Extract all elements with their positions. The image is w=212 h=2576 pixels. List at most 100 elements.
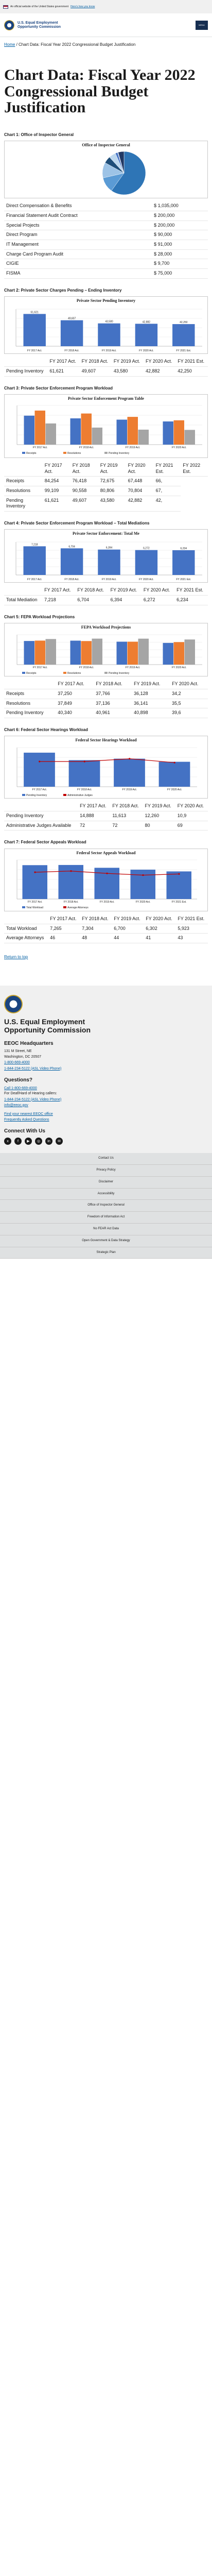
hq-tty-link[interactable]: 1-844-234-5122 (ASL Video Phone) — [4, 1066, 62, 1071]
bar — [138, 430, 149, 445]
footer-seal-icon[interactable] — [4, 995, 23, 1014]
x-tick-label: FY 2018 Act. — [79, 666, 94, 669]
x-tick-label: FY 2020 Act. — [167, 788, 182, 791]
series-point — [173, 761, 175, 764]
social-icon[interactable]: x — [4, 1138, 11, 1145]
social-icon[interactable]: in — [45, 1138, 52, 1145]
page-title: Chart Data: Fiscal Year 2022 Congression… — [4, 66, 196, 116]
table-cell: Resolutions — [4, 699, 56, 709]
table-cell: 35,5 — [170, 699, 208, 709]
table-cell: 46 — [48, 933, 80, 943]
eeoc-seal-icon[interactable] — [4, 20, 14, 30]
table-header-cell: FY 2019 Act. — [111, 357, 144, 367]
x-tick-label: FY 2018 Act. — [79, 446, 94, 449]
table-row: Direct Program $ 90,000 — [4, 230, 208, 241]
table-cell: $ 1,035,000 — [152, 201, 208, 211]
footer-link[interactable]: Freedom of Information Act — [0, 1212, 212, 1224]
bar — [60, 548, 83, 575]
footer-link[interactable]: No FEAR Act Data — [0, 1224, 212, 1235]
footer-link[interactable]: Office of Inspector General — [0, 1200, 212, 1212]
chart-6-section: Chart 6: Federal Sector Hearings Workloa… — [0, 727, 212, 831]
table-header-cell: FY 2020 Act. — [144, 357, 176, 367]
table-cell: 67, — [153, 486, 181, 496]
local-office-link[interactable]: Find your nearest EEOC office — [4, 1112, 53, 1116]
x-tick-label: FY 2020 Act. — [139, 578, 154, 581]
table-cell: 42, — [153, 496, 181, 512]
footer-link[interactable]: Accessibility — [0, 1189, 212, 1200]
table-cell: Special Projects — [4, 221, 152, 231]
bar — [92, 428, 102, 445]
table-cell: 6,394 — [108, 595, 142, 605]
table-cell: $ 91,000 — [152, 240, 208, 250]
bar — [70, 640, 81, 665]
x-tick-label: FY 2018 Act. — [77, 788, 92, 791]
menu-button[interactable]: MENU — [196, 20, 208, 30]
table-header-cell: FY 2021 Est. — [153, 461, 181, 477]
bar — [114, 758, 145, 787]
table-cell: Pending Inventory — [4, 366, 48, 377]
chart-3-table: FY 2017 Act. FY 2018 Act. FY 2019 Act. FY 2… — [4, 461, 208, 512]
footer-link[interactable]: Disclaimer — [0, 1177, 212, 1189]
table-cell: 6,700 — [112, 924, 144, 934]
hq-phone-link[interactable]: 1-800-669-4000 — [4, 1061, 30, 1065]
table-cell: Administrative Judges Available — [4, 821, 78, 831]
table-header-cell: FY 2021 Est. — [175, 357, 208, 367]
table-header-cell: FY 2017 Act. — [78, 802, 111, 812]
call-link[interactable]: Call 1-800-669-4000 — [4, 1086, 37, 1090]
social-icon[interactable]: ✉ — [56, 1138, 63, 1145]
table-header-row: FY 2017 Act. FY 2018 Act. FY 2019 Act. FY 2… — [4, 802, 208, 812]
series-line — [39, 758, 175, 763]
bar — [127, 417, 138, 445]
table-row: Special Projects $ 200,000 — [4, 221, 208, 231]
social-icon[interactable]: f — [14, 1138, 22, 1145]
footer-link[interactable]: Strategic Plan — [0, 1247, 212, 1259]
agency-name[interactable]: U.S. Equal Employment Opportunity Commis… — [17, 21, 61, 29]
table-cell: 37,136 — [94, 699, 132, 709]
chart-7-image: Federal Sector Appeals Workload FY 2017 … — [4, 848, 208, 911]
series-point — [39, 760, 41, 762]
table-header-cell: FY 2017 Act. — [42, 461, 70, 477]
legend-label: Receipts — [26, 672, 37, 675]
social-icon[interactable]: ▶ — [25, 1138, 32, 1145]
email-link[interactable]: info@eeoc.gov — [4, 1103, 28, 1107]
chart-1-inner-title: Office of Inspector General — [82, 143, 130, 148]
table-header-cell: FY 2018 Act. — [80, 914, 112, 924]
breadcrumb-home-link[interactable]: Home — [4, 42, 15, 47]
gov-banner: An official website of the United States… — [0, 0, 212, 13]
bar — [173, 420, 184, 445]
chart-5-title: Chart 5: FEPA Workload Projections — [4, 614, 75, 619]
bar — [45, 423, 56, 445]
asl-link[interactable]: 1-844-234-5122 (ASL Video Phone) — [4, 1097, 62, 1101]
table-header-cell — [4, 586, 43, 596]
faq-link[interactable]: Frequently Asked Questions — [4, 1118, 49, 1122]
return-to-top-link[interactable]: Return to top — [4, 954, 28, 959]
legend-swatch — [63, 793, 66, 796]
chart-4-table: FY 2017 Act. FY 2018 Act. FY 2019 Act. FY 2… — [4, 586, 208, 605]
banner-link[interactable]: Here's how you know — [70, 5, 95, 8]
table-cell: 42,882 — [126, 496, 154, 512]
hq-address-1: 131 M Street, NE — [4, 1049, 32, 1054]
bar — [163, 642, 173, 665]
bar — [81, 640, 92, 665]
x-tick-label: FY 2021 Est. — [176, 349, 191, 352]
banner-text: An official website of the United States… — [10, 5, 69, 8]
footer-agency-name[interactable]: U.S. Equal Employment Opportunity Commis… — [4, 1018, 91, 1035]
social-icon[interactable]: ◎ — [35, 1138, 42, 1145]
footer-link[interactable]: Open Government & Data Strategy — [0, 1235, 212, 1247]
bar-value-label: 43,580 — [105, 320, 113, 323]
footer-link[interactable]: Privacy Policy — [0, 1165, 212, 1177]
x-tick-label: FY 2018 Act. — [64, 578, 79, 581]
x-tick-label: FY 2018 Act. — [64, 349, 79, 352]
table-cell: Receipts — [4, 476, 43, 486]
legend-swatch — [63, 452, 66, 454]
table-cell: 99,109 — [42, 486, 70, 496]
bar — [24, 752, 55, 787]
table-cell: Pending Inventory — [4, 496, 43, 512]
table-row: Total Mediation 7,218 6,704 6,394 6,272 6,234 — [4, 595, 208, 605]
table-header-cell: FY 2019 Act. — [98, 461, 126, 477]
pie-slice — [118, 151, 125, 173]
table-cell: Direct Compensation & Benefits — [4, 201, 152, 211]
table-header-row: FY 2017 Act. FY 2018 Act. FY 2019 Act. FY 2… — [4, 461, 208, 477]
table-row: Receipts 37,250 37,766 36,128 34,2 — [4, 689, 208, 699]
footer-link[interactable]: Contact Us — [0, 1153, 212, 1165]
